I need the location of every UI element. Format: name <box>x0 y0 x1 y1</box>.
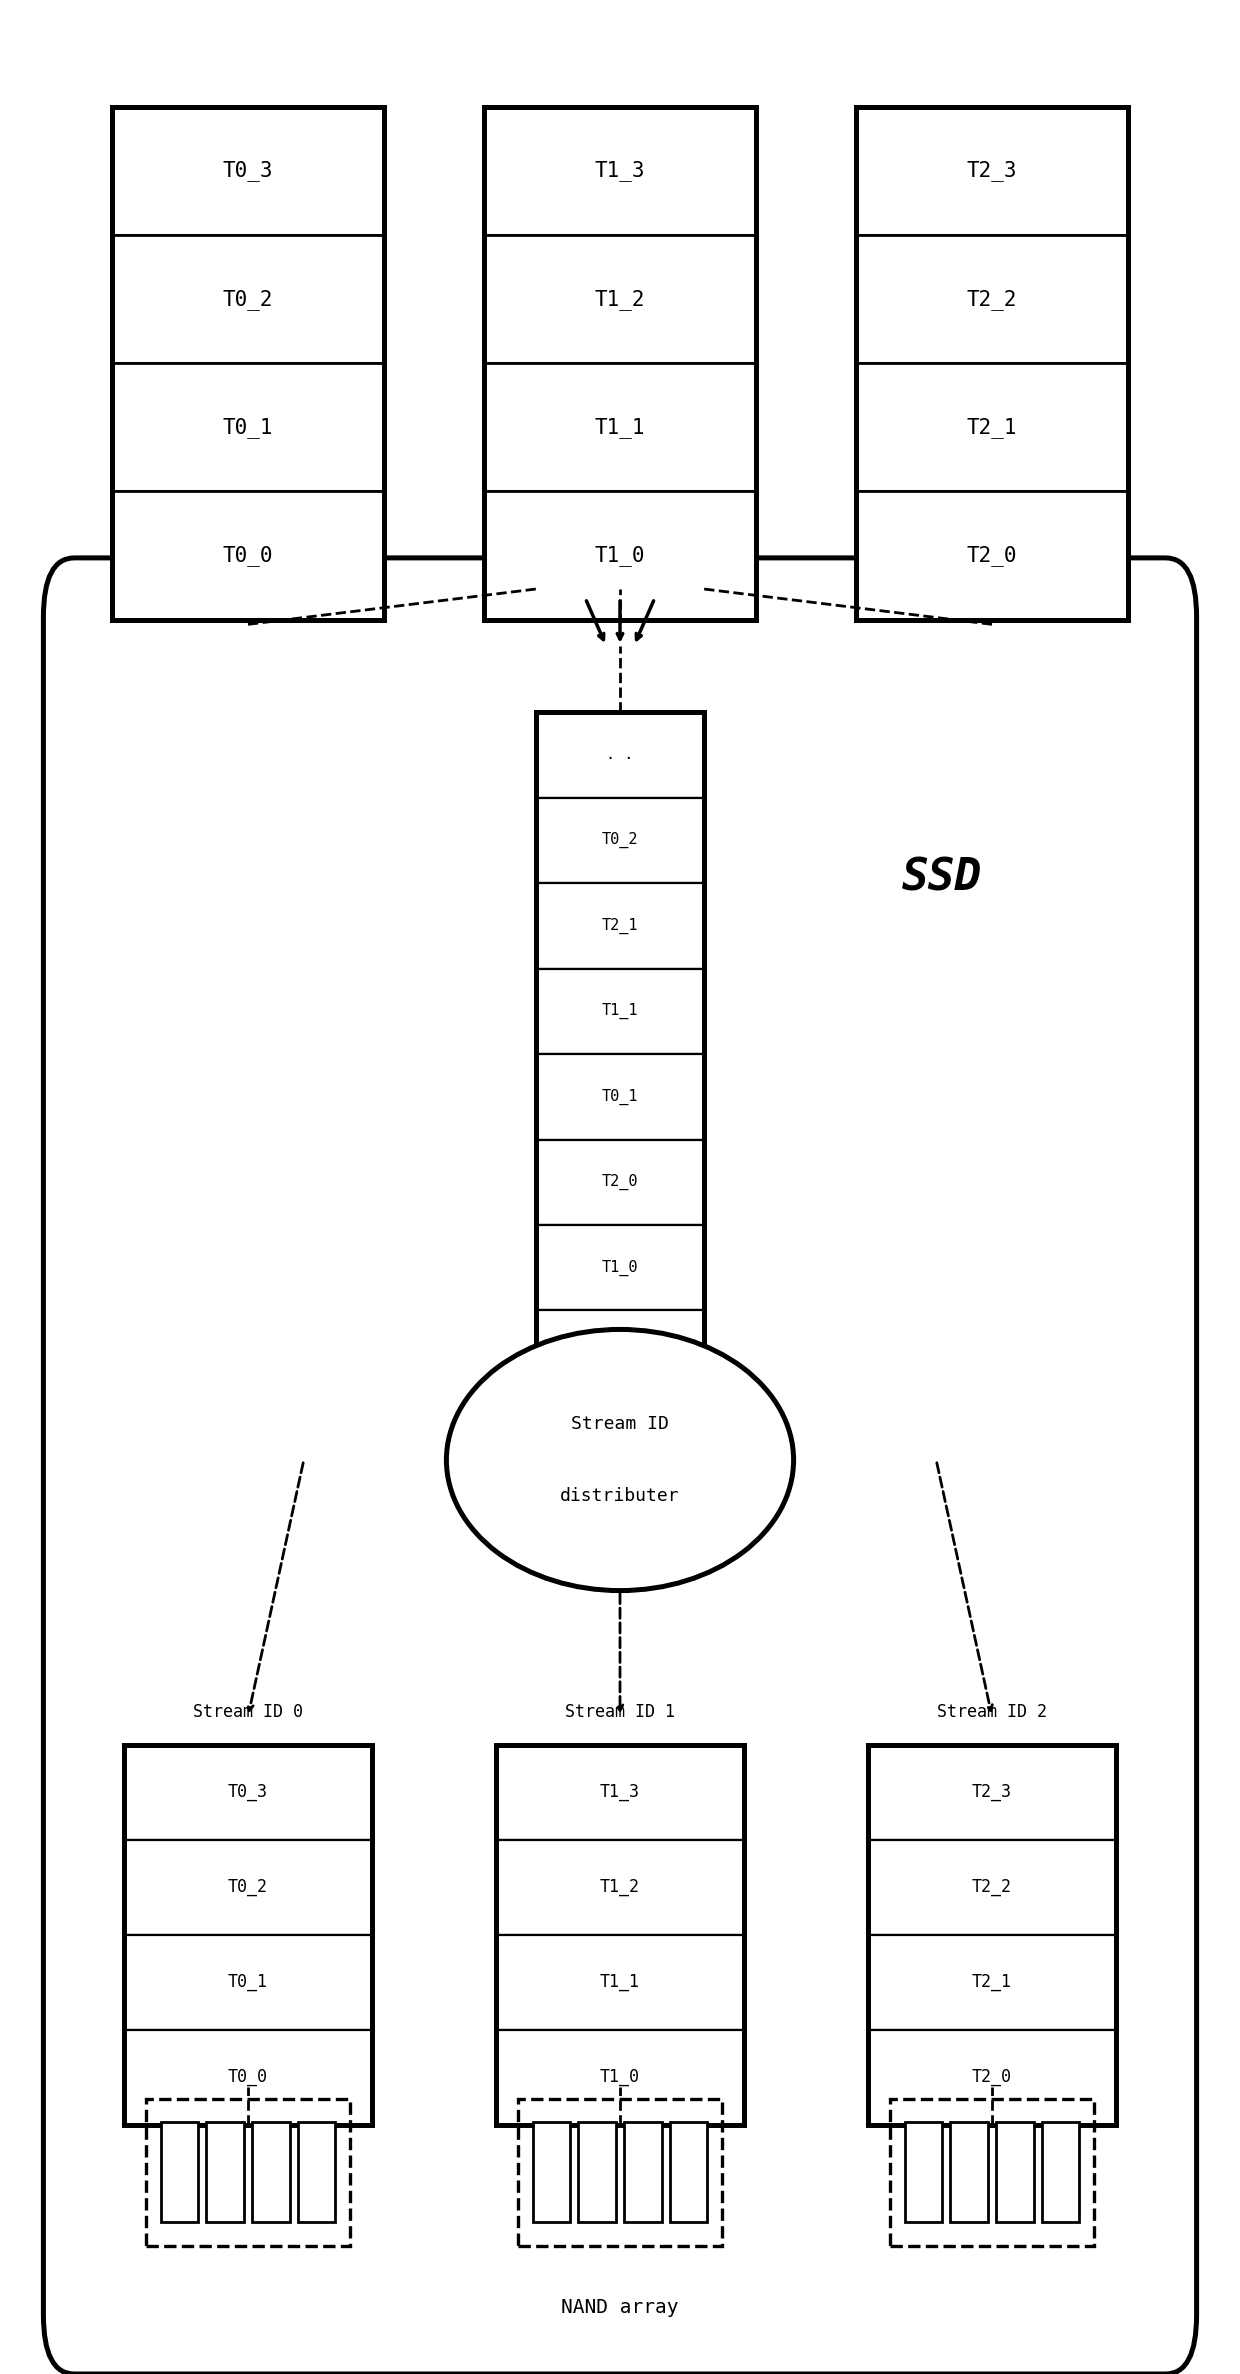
Text: T2_1: T2_1 <box>972 1973 1012 1992</box>
Bar <box>496 1745 744 2125</box>
Bar <box>536 798 703 883</box>
Text: Stream ID 0: Stream ID 0 <box>193 1702 303 1721</box>
Bar <box>536 1310 703 1396</box>
Text: T2_1: T2_1 <box>967 418 1017 437</box>
Bar <box>124 1745 372 2125</box>
Text: T1_3: T1_3 <box>595 161 645 180</box>
Text: T0_2: T0_2 <box>601 833 639 848</box>
Bar <box>868 1840 1116 1935</box>
Text: T2_3: T2_3 <box>972 1783 1012 1802</box>
Text: T2_0: T2_0 <box>972 2068 1012 2087</box>
Bar <box>868 1935 1116 2030</box>
Bar <box>536 883 703 969</box>
Ellipse shape <box>446 1329 794 1591</box>
Bar <box>112 363 384 491</box>
Bar <box>112 107 384 235</box>
Bar <box>112 491 384 620</box>
Bar <box>496 1840 744 1935</box>
Bar <box>517 2099 722 2246</box>
Bar <box>146 2099 350 2246</box>
Text: SSD: SSD <box>903 857 982 900</box>
Bar <box>206 2122 243 2222</box>
Bar <box>298 2122 335 2222</box>
Bar <box>112 107 384 620</box>
Text: T2_0: T2_0 <box>601 1175 639 1189</box>
Bar <box>253 2122 290 2222</box>
Bar <box>484 363 756 491</box>
Bar <box>997 2122 1034 2222</box>
Bar <box>536 1140 703 1225</box>
Text: T1_0: T1_0 <box>601 1261 639 1275</box>
Text: T1_0: T1_0 <box>600 2068 640 2087</box>
Bar <box>624 2122 662 2222</box>
Text: . .: . . <box>606 748 634 762</box>
FancyBboxPatch shape <box>43 558 1197 2374</box>
Bar <box>536 712 703 798</box>
Bar <box>484 107 756 620</box>
Text: T1_3: T1_3 <box>600 1783 640 1802</box>
Bar <box>161 2122 198 2222</box>
Bar <box>868 2030 1116 2125</box>
Text: Stream ID: Stream ID <box>572 1415 668 1434</box>
Text: T1_0: T1_0 <box>595 546 645 565</box>
Text: NAND array: NAND array <box>562 2298 678 2317</box>
Bar <box>856 107 1128 235</box>
Text: T2_3: T2_3 <box>967 161 1017 180</box>
Text: T1_2: T1_2 <box>600 1878 640 1897</box>
Bar <box>868 1745 1116 2125</box>
Bar <box>484 491 756 620</box>
Text: T2_2: T2_2 <box>967 290 1017 309</box>
Bar <box>484 235 756 363</box>
Bar <box>496 2030 744 2125</box>
Bar <box>124 1935 372 2030</box>
Bar <box>484 107 756 235</box>
Text: T1_1: T1_1 <box>601 1004 639 1018</box>
Text: Stream ID 1: Stream ID 1 <box>565 1702 675 1721</box>
Bar <box>536 1225 703 1310</box>
Text: T2_0: T2_0 <box>967 546 1017 565</box>
Text: T0_0: T0_0 <box>601 1346 639 1360</box>
Bar <box>856 107 1128 620</box>
Bar <box>890 2099 1095 2246</box>
Text: T0_0: T0_0 <box>223 546 273 565</box>
Bar <box>536 969 703 1054</box>
Bar <box>536 1054 703 1140</box>
Bar <box>533 2122 570 2222</box>
Bar <box>496 1745 744 1840</box>
Text: Stream ID 2: Stream ID 2 <box>937 1702 1047 1721</box>
Text: T1_2: T1_2 <box>595 290 645 309</box>
Text: T2_1: T2_1 <box>601 919 639 933</box>
Bar <box>496 1935 744 2030</box>
Bar <box>856 235 1128 363</box>
Text: T0_1: T0_1 <box>223 418 273 437</box>
Bar <box>112 235 384 363</box>
Bar <box>670 2122 707 2222</box>
Text: distributer: distributer <box>560 1486 680 1505</box>
Bar <box>124 1840 372 1935</box>
Text: T0_3: T0_3 <box>223 161 273 180</box>
Bar <box>578 2122 615 2222</box>
Bar <box>856 363 1128 491</box>
Text: T2_2: T2_2 <box>972 1878 1012 1897</box>
Text: T0_1: T0_1 <box>601 1090 639 1104</box>
Text: T1_1: T1_1 <box>595 418 645 437</box>
Text: T1_1: T1_1 <box>600 1973 640 1992</box>
Bar <box>856 491 1128 620</box>
Text: T0_1: T0_1 <box>228 1973 268 1992</box>
Bar <box>905 2122 942 2222</box>
Text: T0_2: T0_2 <box>223 290 273 309</box>
Text: T0_0: T0_0 <box>228 2068 268 2087</box>
Bar <box>1042 2122 1079 2222</box>
Text: T0_2: T0_2 <box>228 1878 268 1897</box>
Bar <box>124 1745 372 1840</box>
Bar <box>868 1745 1116 1840</box>
Text: T0_3: T0_3 <box>228 1783 268 1802</box>
Bar <box>536 712 703 1396</box>
Bar <box>124 2030 372 2125</box>
Bar <box>951 2122 988 2222</box>
